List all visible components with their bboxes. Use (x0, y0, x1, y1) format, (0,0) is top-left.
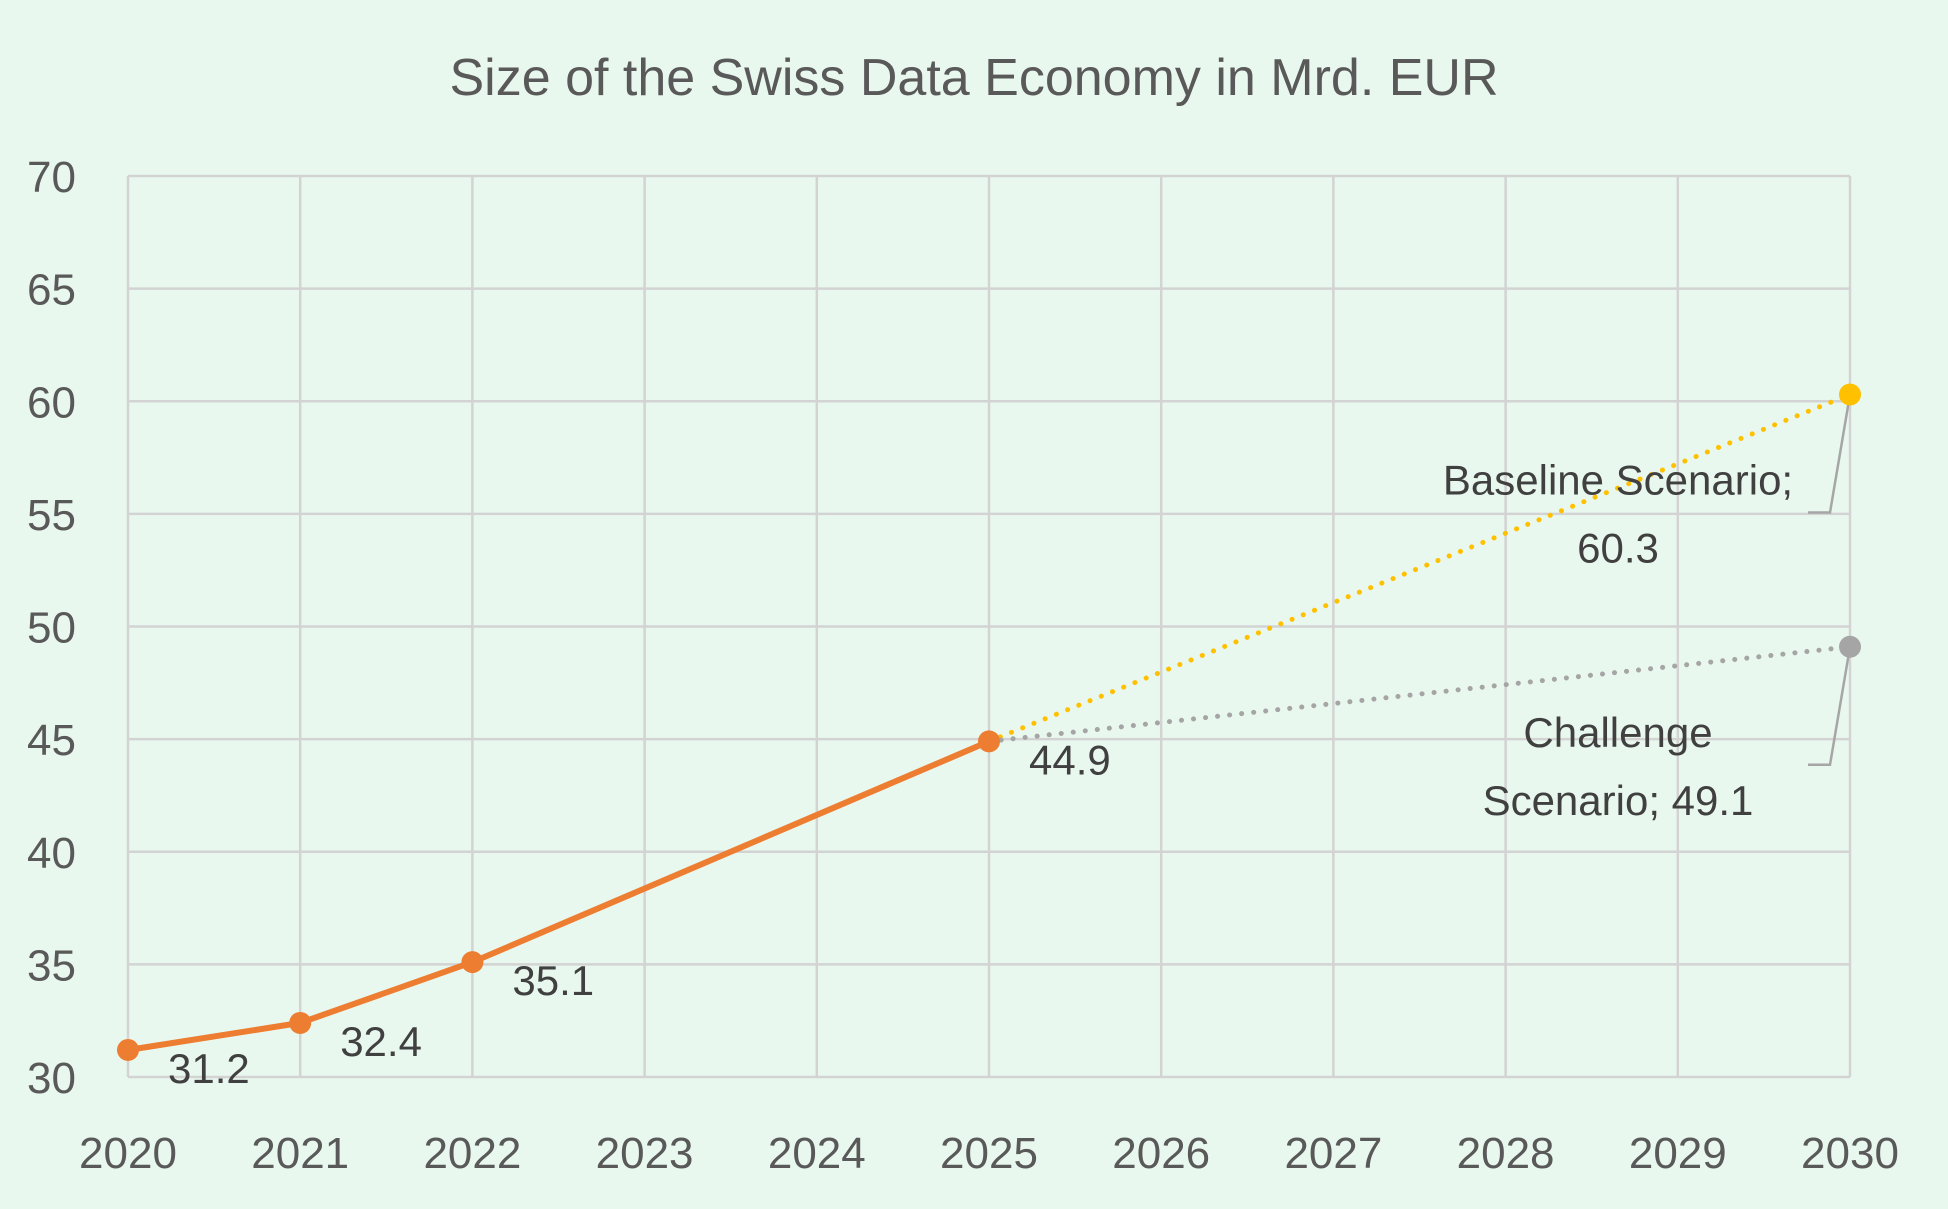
data-label-challenge: Scenario; 49.1 (1483, 777, 1754, 824)
data-point-marker-challenge (1839, 635, 1861, 658)
data-point-marker-historical (461, 951, 484, 974)
x-tick-label: 2028 (1457, 1129, 1555, 1178)
chart-title: Size of the Swiss Data Economy in Mrd. E… (449, 49, 1498, 107)
y-tick-label: 50 (27, 604, 76, 653)
data-point-marker-historical (289, 1011, 312, 1034)
x-tick-label: 2029 (1629, 1129, 1727, 1178)
grid (126, 174, 1852, 1079)
data-labels: 31.2 32.4 35.1 44.9 Baseline Scenario; 60.3 Ch… (168, 456, 1793, 1091)
y-tick-label: 35 (27, 941, 76, 990)
data-label-baseline: 60.3 (1577, 524, 1659, 571)
x-tick-label: 2020 (79, 1129, 177, 1178)
leader-line-baseline (1808, 394, 1852, 514)
series-line-baseline (986, 392, 1853, 744)
y-tick-label: 40 (27, 829, 76, 878)
y-tick-label: 65 (27, 266, 76, 315)
x-tick-label: 2021 (251, 1129, 349, 1178)
x-tick-label: 2022 (423, 1129, 521, 1178)
x-tick-label: 2025 (940, 1129, 1038, 1178)
series (125, 392, 1853, 1053)
data-point-marker-baseline (1839, 383, 1861, 406)
series-line-challenge (986, 644, 1853, 744)
data-label-historical: 35.1 (512, 957, 594, 1004)
data-label-historical: 31.2 (168, 1045, 250, 1092)
y-tick-label: 55 (27, 491, 76, 540)
series-line-historical (125, 738, 992, 1053)
data-label-historical: 44.9 (1029, 736, 1111, 783)
data-point-marker-historical (117, 1038, 139, 1061)
x-tick-label: 2030 (1801, 1129, 1899, 1178)
y-tick-label: 45 (27, 716, 76, 765)
markers (117, 383, 1861, 1061)
y-tick-label: 60 (27, 378, 76, 427)
data-label-historical: 32.4 (340, 1018, 422, 1065)
data-label-baseline: Baseline Scenario; (1443, 456, 1793, 503)
y-tick-label: 30 (27, 1054, 76, 1103)
x-tick-label: 2024 (768, 1129, 866, 1178)
leader-line-challenge (1808, 646, 1852, 767)
x-tick-label: 2027 (1284, 1129, 1382, 1178)
x-tick-label: 2023 (596, 1129, 694, 1178)
leader-lines (1808, 394, 1852, 767)
data-point-marker-historical (978, 730, 1000, 753)
axis-ticks: 30 35 40 45 50 55 60 65 70 2020 2021 2022 2023 2024 20… (27, 153, 1899, 1178)
y-tick-label: 70 (27, 153, 76, 202)
data-label-challenge: Challenge (1523, 709, 1712, 756)
x-tick-label: 2026 (1112, 1129, 1210, 1178)
